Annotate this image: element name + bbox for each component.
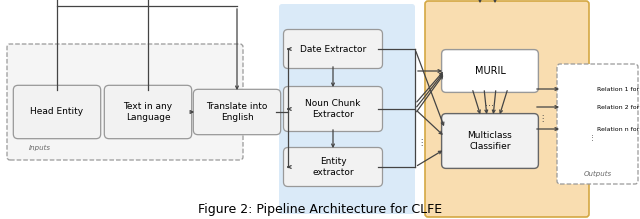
Text: Inputs: Inputs (29, 145, 51, 151)
Text: ...: ... (486, 98, 495, 108)
FancyBboxPatch shape (193, 89, 281, 135)
Text: Relation n for Entity n: Relation n for Entity n (597, 127, 640, 131)
FancyBboxPatch shape (7, 44, 243, 160)
FancyBboxPatch shape (284, 148, 383, 187)
Text: Text in any
Language: Text in any Language (124, 102, 173, 122)
FancyBboxPatch shape (104, 85, 192, 139)
Text: Multiclass
Classifier: Multiclass Classifier (468, 131, 513, 151)
Text: Relation 2 for Entity 2: Relation 2 for Entity 2 (597, 104, 640, 110)
Text: ⋮: ⋮ (417, 138, 426, 148)
FancyBboxPatch shape (284, 87, 383, 131)
FancyBboxPatch shape (13, 85, 100, 139)
FancyBboxPatch shape (557, 64, 638, 184)
Text: Entity
extractor: Entity extractor (312, 157, 354, 177)
FancyBboxPatch shape (442, 49, 538, 92)
Text: Figure 2: Pipeline Architecture for CLFE: Figure 2: Pipeline Architecture for CLFE (198, 203, 442, 215)
Text: ⋮: ⋮ (589, 134, 596, 140)
Text: Date Extractor: Date Extractor (300, 44, 366, 53)
Text: Head Entity: Head Entity (31, 108, 84, 117)
Text: Noun Chunk
Extractor: Noun Chunk Extractor (305, 99, 361, 119)
Text: Relation 1 for Entity 1: Relation 1 for Entity 1 (597, 87, 640, 92)
Text: Outputs: Outputs (584, 171, 612, 177)
Text: ⋮: ⋮ (538, 113, 547, 122)
Text: Translate into
English: Translate into English (206, 102, 268, 122)
Text: MURIL: MURIL (475, 66, 506, 76)
FancyBboxPatch shape (442, 114, 538, 168)
FancyBboxPatch shape (279, 4, 415, 214)
FancyBboxPatch shape (425, 1, 589, 217)
FancyBboxPatch shape (284, 30, 383, 69)
